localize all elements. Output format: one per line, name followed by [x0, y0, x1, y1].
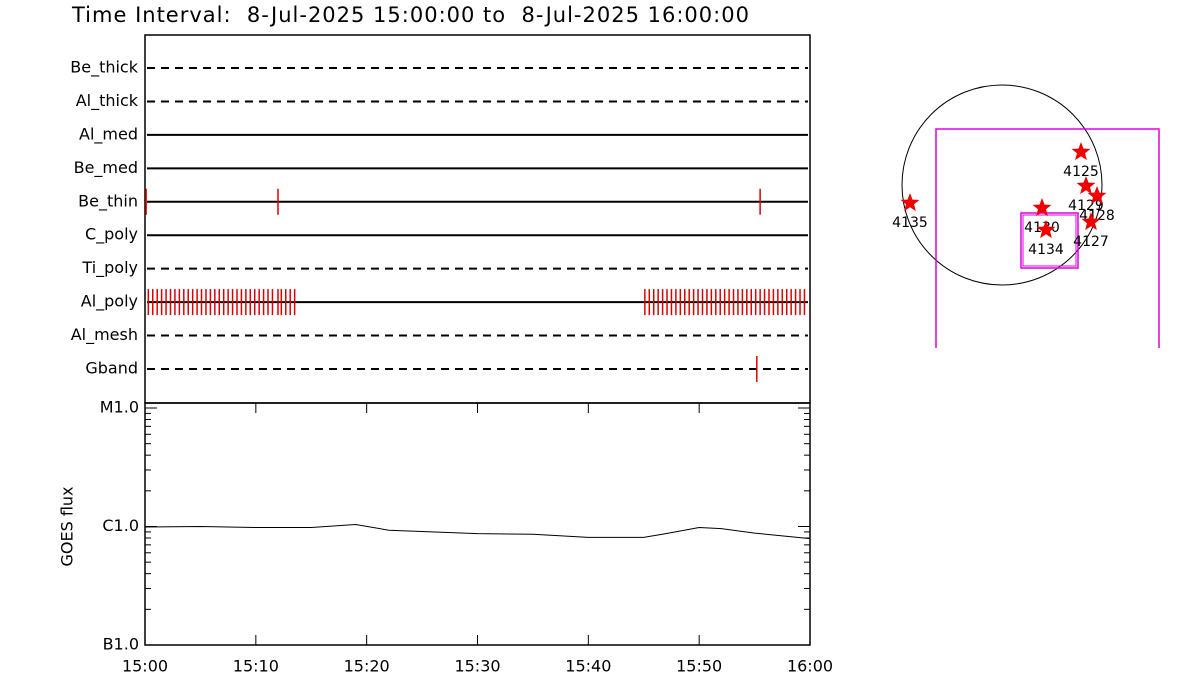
region-label: 4125 — [1063, 164, 1099, 180]
x-tick-label: 15:40 — [565, 657, 611, 676]
region-star — [900, 193, 920, 212]
region-star — [1081, 212, 1101, 231]
chart-title: Time Interval: 8-Jul-2025 15:00:00 to 8-… — [71, 3, 750, 27]
solar-limb — [901, 84, 1103, 286]
region-star — [1032, 198, 1052, 217]
x-tick-label: 15:00 — [122, 657, 168, 676]
region-star — [1087, 186, 1107, 205]
fov-box-small-inner — [1022, 214, 1077, 267]
fov-box — [935, 128, 1160, 348]
fov-box-small — [1020, 212, 1079, 269]
x-tick-label: 15:50 — [676, 657, 722, 676]
x-tick-label: 15:20 — [344, 657, 390, 676]
filter-label: Be_thin — [78, 191, 138, 211]
region-label: 4135 — [892, 215, 928, 231]
filter-label: Gband — [85, 358, 138, 377]
x-tick-label: 16:00 — [787, 657, 833, 676]
x-tick-label: 15:10 — [233, 657, 279, 676]
filter-label: Al_med — [79, 124, 138, 144]
filter-label: Be_med — [74, 158, 138, 178]
region-label: 4134 — [1028, 242, 1064, 258]
x-tick-label: 15:30 — [454, 657, 500, 676]
region-star — [1071, 142, 1091, 161]
goes-curve — [144, 523, 811, 540]
region-label: 4127 — [1073, 234, 1109, 250]
region-label: 4129 — [1068, 198, 1104, 214]
filter-label: C_poly — [85, 225, 138, 245]
y-axis-title: GOES flux — [58, 486, 77, 566]
filter-label: Ti_poly — [81, 258, 138, 278]
filter-label: Al_poly — [81, 292, 138, 312]
region-star — [1036, 220, 1056, 239]
region-star — [1076, 176, 1096, 195]
filter-label: Be_thick — [70, 58, 138, 78]
filter-label: Al_thick — [76, 91, 139, 111]
filter-label: Al_mesh — [71, 325, 138, 345]
y-tick-label: M1.0 — [100, 398, 139, 417]
y-tick-label: B1.0 — [103, 635, 139, 654]
y-tick-label: C1.0 — [102, 516, 139, 535]
